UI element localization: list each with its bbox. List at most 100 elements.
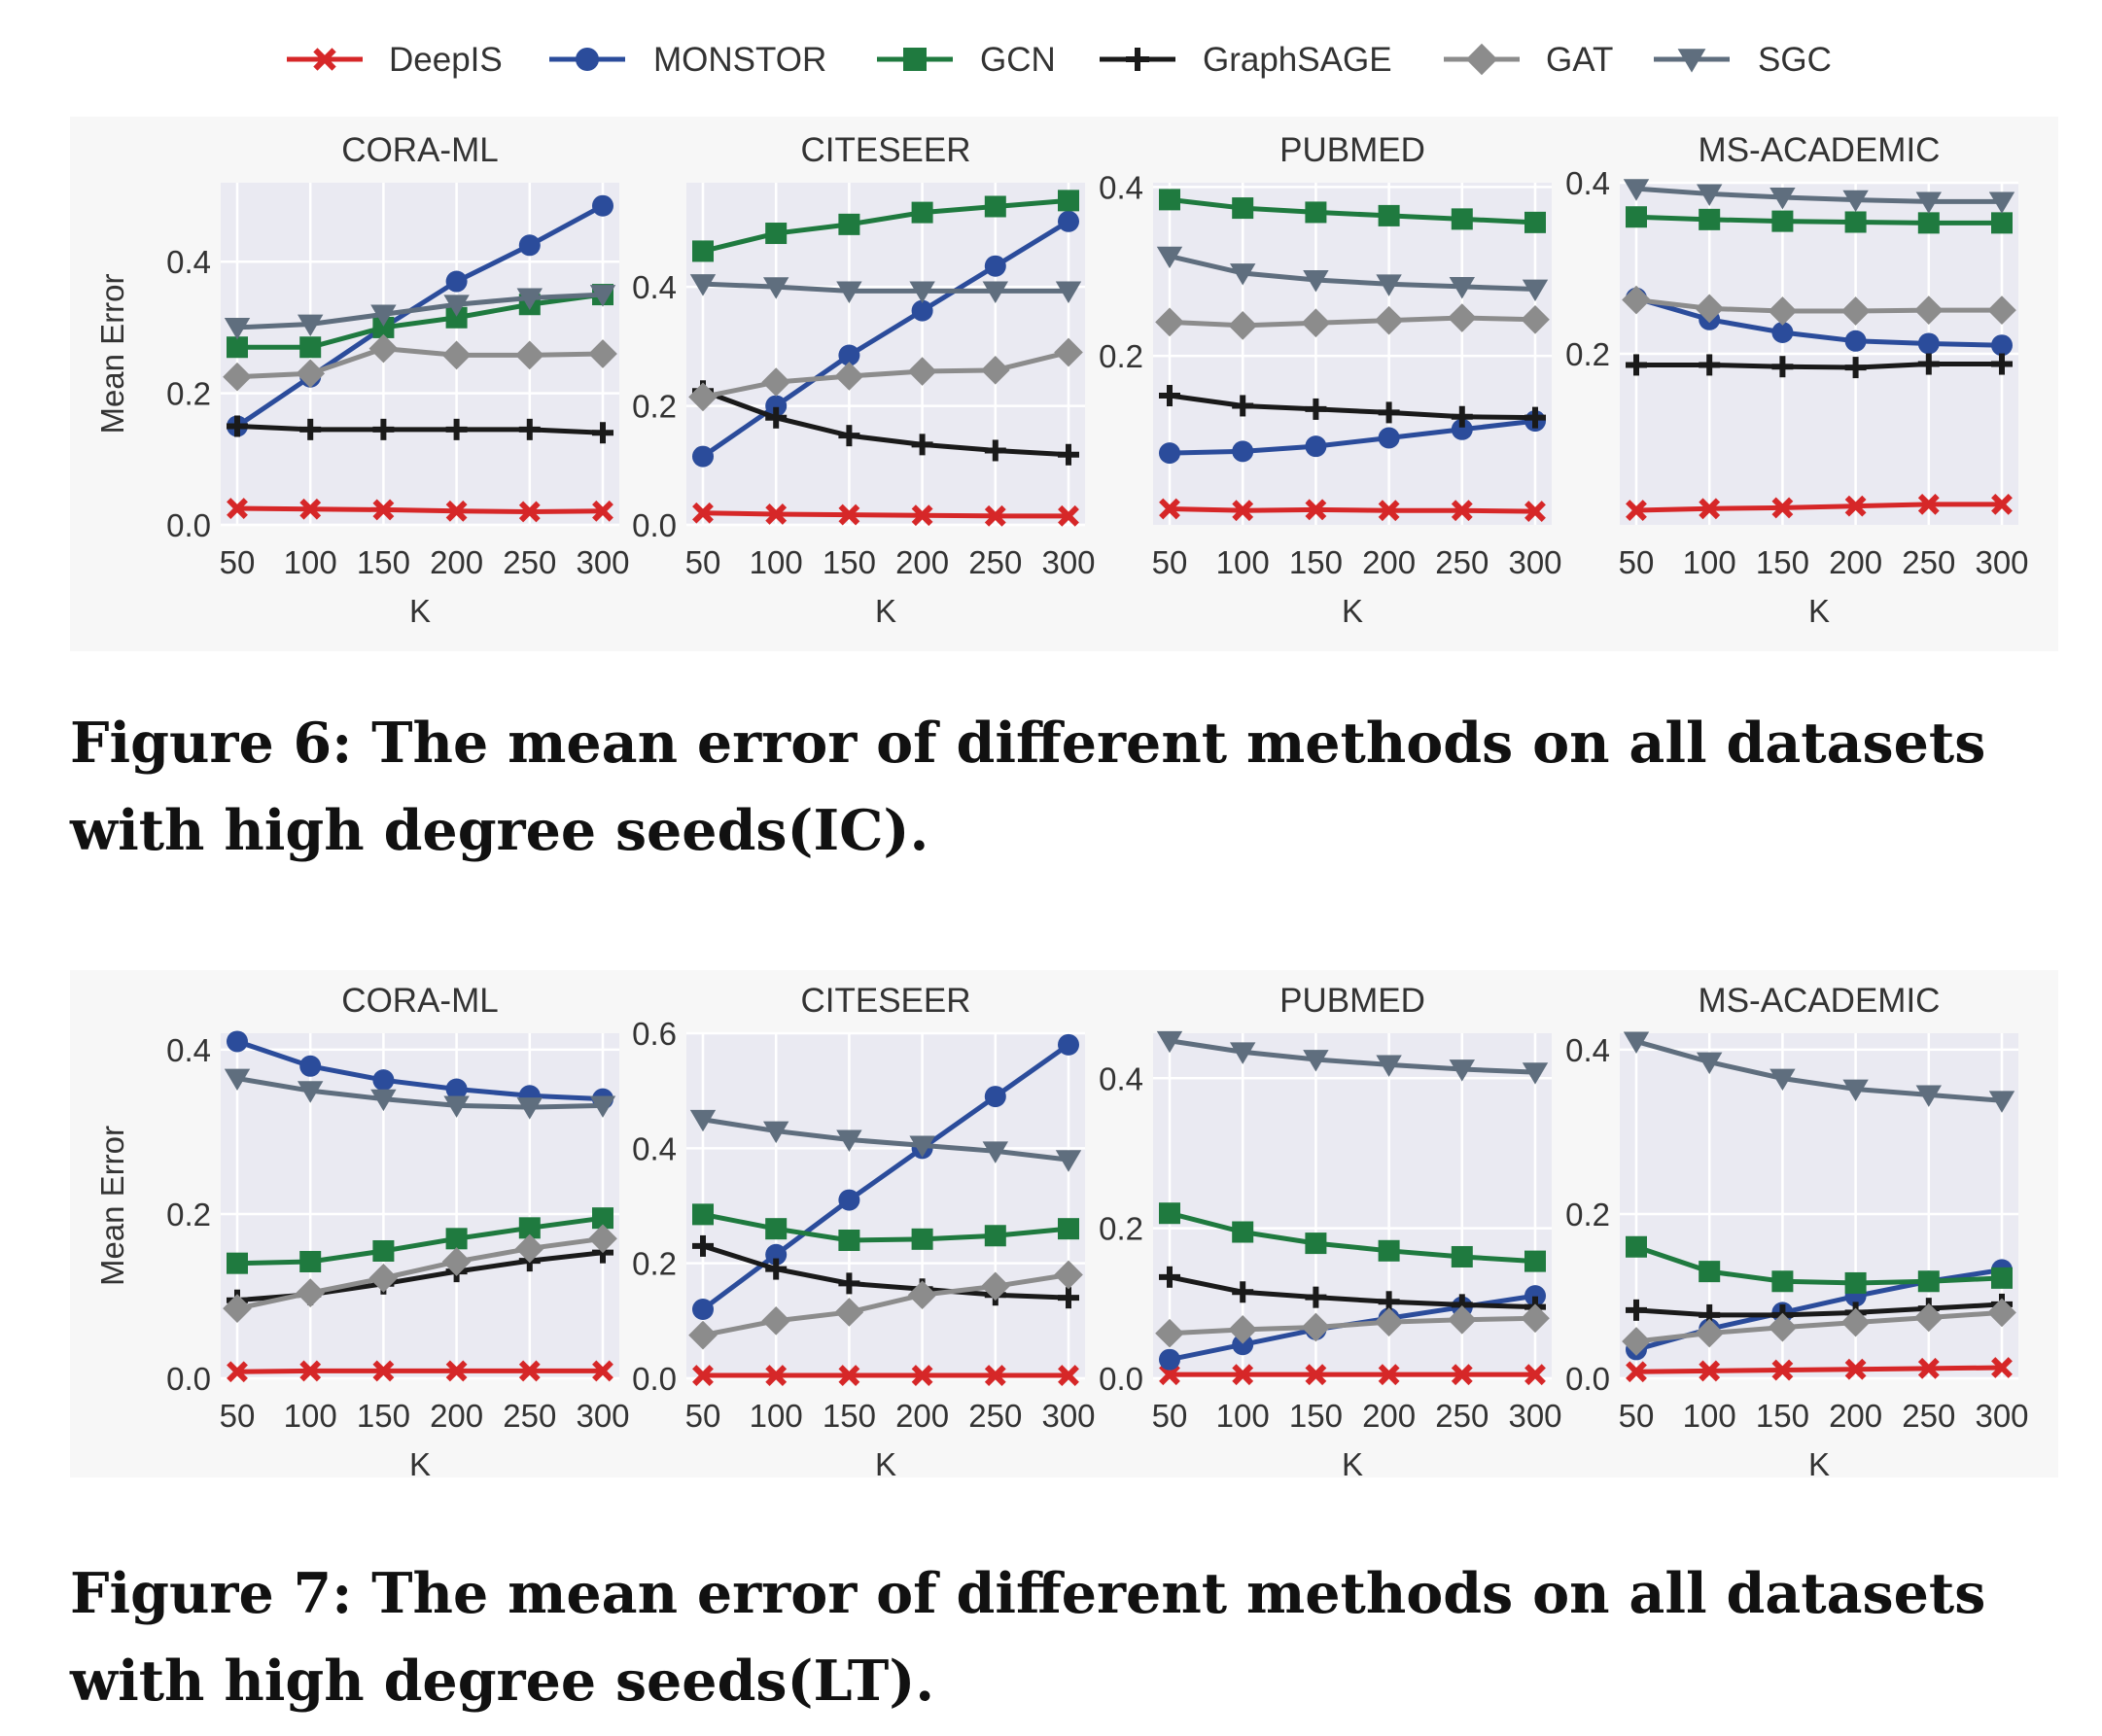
series-line-sgc [1635, 186, 2002, 204]
marker-diamond [834, 362, 864, 391]
marker-square [1159, 189, 1180, 211]
data-point-graphsage [1058, 1287, 1079, 1309]
data-point-deepis [1626, 1361, 1647, 1383]
data-point-deepis [1159, 498, 1180, 520]
marker-triangle [1055, 281, 1082, 303]
marker-x-b [692, 1365, 714, 1386]
legend-item-sgc: SGC [1654, 41, 1832, 79]
data-point-gat [834, 362, 864, 391]
legend-item-graphsage: GraphSAGE [1100, 41, 1392, 79]
data-point-graphsage [1917, 353, 1940, 375]
marker-square [765, 1218, 788, 1240]
marker-x-b [1699, 498, 1721, 520]
y-tick-label: 0.2 [166, 376, 211, 412]
data-point-sgc [1697, 1052, 1723, 1075]
marker-square [372, 1239, 395, 1262]
panel-figure-7-citeseer: CITESEER 50 100 150 200 250 300 K 0.0 0.2 0.4 0.6 [632, 982, 1095, 1477]
series-line-sgc [236, 1076, 604, 1110]
marker-triangle [1376, 1055, 1402, 1077]
legend-item-deepis: DeepIS [287, 41, 503, 79]
x-tick-label: 200 [895, 544, 949, 580]
x-tick-label: 250 [1902, 544, 1955, 580]
marker-square [692, 1203, 714, 1226]
y-tick-label: 0.4 [166, 244, 211, 280]
data-point-graphsage [592, 422, 613, 444]
plot-area [686, 183, 1085, 525]
marker-x-b [765, 503, 788, 525]
series-line-graphsage [1635, 1302, 2003, 1318]
marker-square [1524, 1250, 1546, 1272]
data-point-deepis [692, 1365, 714, 1386]
series-line-gcn [1635, 214, 2002, 226]
data-point-graphsage [838, 1272, 860, 1295]
marker-triangle [224, 1068, 251, 1092]
marker-square [1378, 204, 1400, 226]
data-point-sgc [1376, 1055, 1402, 1077]
x-tick-label: 250 [1435, 544, 1489, 580]
data-point-monstor [838, 344, 860, 366]
marker-x-b [1917, 1357, 1940, 1379]
series-line-gcn [1635, 1244, 2003, 1286]
series-line-graphsage [1169, 393, 1536, 421]
marker-triangle [1156, 246, 1183, 269]
data-point-gat [296, 1278, 326, 1307]
x-tick-label: 250 [968, 544, 1022, 580]
data-point-gat [980, 355, 1010, 385]
marker-square [1771, 210, 1794, 232]
marker-x-b [1524, 1364, 1546, 1386]
marker-triangle [1988, 191, 2015, 214]
data-point-gat [514, 1233, 544, 1264]
data-point-graphsage [1232, 1281, 1254, 1303]
data-point-sgc [1988, 191, 2015, 214]
plot-area [221, 1033, 619, 1378]
series-gcn [227, 284, 613, 359]
data-point-gat [1622, 1327, 1651, 1356]
panel-figure-6-pubmed: PUBMED 50 100 150 200 250 300 K 0.2 0.4 [1099, 131, 1561, 629]
x-tick-label: 150 [1289, 1398, 1343, 1434]
data-point-sgc [1522, 1062, 1549, 1085]
data-point-deepis [227, 498, 248, 519]
series-deepis [227, 498, 613, 523]
data-point-gat [907, 1280, 937, 1310]
marker-triangle [1915, 191, 1942, 214]
panel-title: PUBMED [1279, 131, 1425, 169]
data-point-monstor [1232, 440, 1254, 463]
series-line-sgc [236, 292, 604, 330]
marker-square [1917, 212, 1940, 234]
data-point-graphsage [372, 418, 395, 440]
x-tick-label: 50 [685, 544, 721, 580]
data-point-sgc [516, 288, 543, 311]
data-point-sgc [909, 281, 935, 303]
legend-label: GCN [980, 41, 1056, 79]
x-tick-label: 150 [1756, 544, 1809, 580]
marker-x-b [1844, 1358, 1867, 1380]
marker-triangle [1623, 1031, 1650, 1054]
panel-title: CITESEER [800, 131, 970, 169]
data-point-deepis [1451, 1364, 1473, 1386]
legend-item-gat: GAT [1444, 41, 1613, 79]
data-point-sgc [1842, 1079, 1869, 1102]
series-line-sgc [1169, 254, 1536, 293]
data-point-graphsage [518, 418, 541, 440]
data-point-gat [688, 382, 718, 412]
data-point-gat [1913, 295, 1944, 325]
marker-x-b [372, 1360, 395, 1382]
data-point-gat [1913, 1302, 1944, 1333]
data-point-gat [1301, 308, 1331, 338]
data-point-gcn [1917, 1270, 1940, 1293]
x-tick-label: 200 [895, 1398, 949, 1434]
data-point-sgc [370, 1089, 397, 1112]
marker-square [1232, 197, 1254, 220]
marker-square [1058, 190, 1079, 212]
marker-square [445, 306, 468, 329]
x-tick-label: 50 [685, 1398, 721, 1434]
marker-x-b [838, 1365, 860, 1386]
series-line-gcn [702, 1211, 1069, 1243]
data-point-sgc [982, 281, 1008, 303]
marker-x-b [518, 501, 541, 523]
marker-square [227, 336, 248, 359]
data-point-gcn [1524, 211, 1546, 233]
data-point-deepis [299, 498, 322, 520]
data-point-deepis [518, 501, 541, 523]
marker-diamond [1465, 43, 1498, 76]
